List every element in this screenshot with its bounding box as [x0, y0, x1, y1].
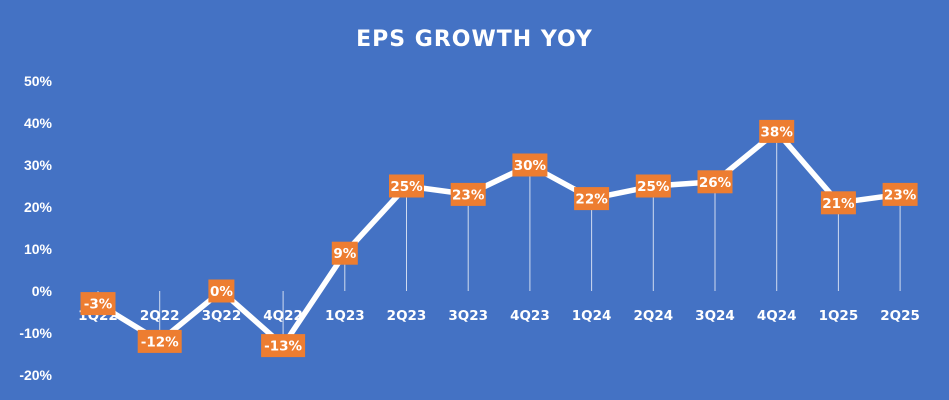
data-label-text: -3%: [84, 297, 113, 313]
data-label-text: 25%: [637, 179, 670, 195]
data-label-box: [261, 334, 306, 358]
x-tick-label: 3Q23: [448, 308, 488, 324]
data-label-box: [574, 187, 610, 211]
y-tick-label: 20%: [24, 199, 53, 215]
data-label: 23%: [450, 182, 486, 206]
data-label-box: [208, 279, 235, 303]
x-axis: 1Q22 2Q22 3Q22 4Q22 1Q23 2Q23 3Q23 4Q23 1Q24 2Q24…: [78, 308, 920, 324]
data-label-text: 38%: [761, 124, 794, 140]
data-label-box: [820, 191, 856, 215]
drop-lines: [97, 131, 901, 346]
y-tick-label: 10%: [24, 241, 53, 257]
data-label-text: 22%: [575, 192, 608, 208]
data-label-box: [389, 174, 424, 198]
data-label-text: 26%: [699, 175, 732, 191]
data-label: 25%: [635, 174, 671, 198]
data-label-text: 23%: [884, 187, 917, 203]
x-tick-label: 1Q25: [819, 308, 859, 324]
data-label: 21%: [820, 191, 856, 215]
data-label-text: 9%: [333, 246, 356, 262]
x-tick-label: 1Q23: [325, 308, 365, 324]
data-label: 38%: [759, 119, 795, 143]
data-label-box: [759, 119, 795, 143]
x-tick-label: 4Q24: [757, 308, 797, 324]
data-label: 23%: [882, 182, 918, 206]
data-label-box: [80, 292, 116, 316]
y-tick-label: 30%: [24, 157, 53, 173]
data-label-text: -13%: [264, 339, 302, 355]
y-tick-label: 50%: [24, 73, 53, 89]
chart-title: EPS GROWTH YOY: [356, 27, 593, 52]
data-label-box: [697, 170, 733, 194]
y-tick-label: 0%: [32, 283, 53, 299]
x-tick-label: 3Q22: [202, 308, 242, 324]
x-tick-label: 4Q23: [510, 308, 550, 324]
y-tick-label: 40%: [24, 115, 53, 131]
data-label: 25%: [389, 174, 424, 198]
x-tick-label: 3Q24: [695, 308, 735, 324]
y-tick-label: -10%: [19, 325, 52, 341]
x-tick-label: 2Q23: [387, 308, 427, 324]
data-label: 9%: [331, 241, 358, 265]
data-label-box: [882, 182, 918, 206]
data-label-box: [137, 329, 182, 353]
x-tick-label: 4Q22: [263, 308, 303, 324]
x-tick-label: 2Q24: [633, 308, 673, 324]
data-label: 22%: [574, 187, 610, 211]
x-tick-label: 2Q25: [880, 308, 920, 324]
data-label: -3%: [80, 292, 116, 316]
y-tick-label: -20%: [19, 367, 52, 383]
data-label-text: 30%: [514, 158, 547, 174]
data-label: 30%: [512, 153, 548, 177]
data-label: 0%: [208, 279, 235, 303]
data-label: 26%: [697, 170, 733, 194]
data-label: -12%: [137, 329, 182, 353]
data-label: -13%: [261, 334, 306, 358]
x-tick-label: 2Q22: [140, 308, 180, 324]
y-axis: 50% 40% 30% 20% 10% 0% -10% -20%: [19, 73, 52, 383]
data-label-box: [331, 241, 358, 265]
data-label-text: 23%: [452, 187, 485, 203]
data-label-text: 25%: [390, 179, 423, 195]
data-label-box: [450, 182, 486, 206]
data-label-box: [512, 153, 548, 177]
data-label-text: 0%: [210, 284, 233, 300]
data-label-text: -12%: [141, 334, 179, 350]
data-labels: -3% -12% 0% -13% 9% 25% 23% 30% 22% 25% 26% 38% 21% 2…: [80, 119, 918, 358]
data-label-box: [635, 174, 671, 198]
x-tick-label: 1Q24: [572, 308, 612, 324]
data-label-text: 21%: [822, 196, 855, 212]
